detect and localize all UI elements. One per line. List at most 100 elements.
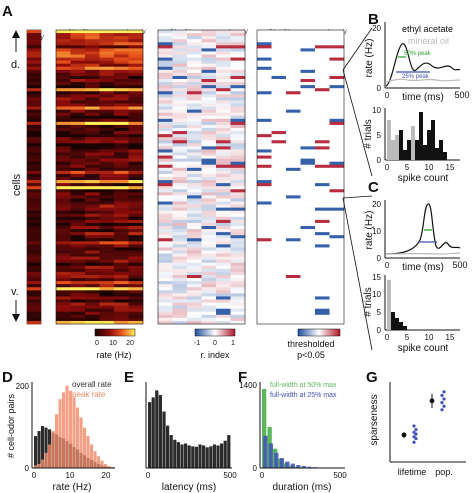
heatmap-cell <box>300 250 316 254</box>
heatmap-cell <box>216 140 231 144</box>
heatmap-cell <box>27 109 41 113</box>
heatmap-cell <box>70 320 86 325</box>
colorbar-rindex: -1 0 1 r. index <box>194 328 236 360</box>
heatmap-cell <box>114 60 129 64</box>
heatmap-cell <box>99 131 115 135</box>
heatmap-cell <box>114 91 129 95</box>
heatmap-cell <box>172 158 188 162</box>
heatmap-cell <box>128 259 144 264</box>
heatmap-cell <box>187 51 202 55</box>
heatmap-cell <box>158 103 173 107</box>
heatmap-cell <box>128 229 144 233</box>
heatmap-cell <box>216 216 231 221</box>
heatmap-cell <box>85 235 100 239</box>
heatmap-cell <box>56 238 71 242</box>
heatmap-cell <box>99 320 115 325</box>
heatmap-cell <box>216 244 231 248</box>
heatmap-cell <box>85 103 100 107</box>
heatmap-cell <box>201 299 217 303</box>
heatmap-cell <box>70 238 86 242</box>
heatmap-cell <box>300 115 316 120</box>
heatmap-cell <box>329 177 345 181</box>
heatmap-cell <box>300 158 316 162</box>
heatmap-cell <box>27 302 41 306</box>
heatmap-cell <box>300 161 316 166</box>
heatmap-cell <box>257 314 272 319</box>
heatmap-cell <box>172 229 188 233</box>
heatmap-cell <box>201 180 217 184</box>
heatmap-cell <box>27 314 41 319</box>
heatmap-cell <box>70 305 86 309</box>
heatmap-cell <box>99 146 115 150</box>
heatmap-cell <box>187 247 202 251</box>
heatmap-cell <box>271 189 287 193</box>
heatmap-cell <box>201 186 217 190</box>
heatmap-cell <box>271 177 287 181</box>
heatmap-cell <box>230 250 246 254</box>
heatmap-cell <box>158 134 173 138</box>
c-trials-ytick-5: 5 <box>377 308 382 317</box>
heatmap-cell <box>201 207 217 211</box>
heatmap-cell <box>187 226 202 230</box>
heatmap-cell <box>201 204 217 208</box>
heatmap-cell <box>216 94 231 98</box>
heatmap-cell <box>85 42 100 46</box>
heatmap-cell <box>257 39 272 43</box>
heatmap-cell <box>271 158 287 162</box>
heatmap-cell <box>85 226 100 230</box>
heatmap-cell <box>257 48 272 52</box>
heatmap-cell <box>70 137 86 141</box>
heatmap-cell <box>85 128 100 132</box>
heatmap-cell <box>187 195 202 199</box>
heatmap-cell <box>271 244 287 248</box>
heatmap-cell <box>300 278 316 282</box>
heatmap-cell <box>172 128 188 132</box>
heatmap-cell <box>27 106 41 110</box>
heatmap-cell <box>85 66 100 71</box>
heatmap-cell <box>286 317 301 322</box>
heatmap-cell <box>114 320 129 325</box>
heatmap-cell <box>329 173 345 178</box>
heatmap-cell <box>257 137 272 141</box>
heatmap-cell <box>85 161 100 166</box>
d-bar-peak <box>79 417 83 468</box>
heatmap-cell <box>128 91 144 95</box>
heatmap-cell <box>329 128 345 132</box>
heatmap-cell <box>172 39 188 43</box>
heatmap-cell <box>329 57 345 61</box>
heatmap-cell <box>27 201 41 205</box>
d-bar-peak <box>34 465 38 468</box>
heatmap-cell <box>230 290 246 294</box>
e-bar <box>209 446 213 468</box>
heatmap-cell <box>27 112 41 117</box>
heatmap-cell <box>271 219 287 224</box>
heatmap-cell <box>201 192 217 196</box>
heatmap-cell <box>230 192 246 196</box>
f-bar-fw25 <box>279 458 284 468</box>
heatmap-cell <box>56 235 71 239</box>
heatmap-cell <box>271 238 287 242</box>
heatmap-cell <box>257 131 272 135</box>
heatmap-cell <box>216 207 231 211</box>
heatmap-cell <box>70 244 86 248</box>
heatmap-cell <box>286 213 301 218</box>
heatmap-cell <box>329 253 345 257</box>
heatmap-cell <box>70 170 86 175</box>
panel-b-rate-plot: 0 20 rate (Hz) 0 500 time (ms) ethyl ace… <box>364 22 470 103</box>
heatmap-cell <box>56 314 71 319</box>
heatmap-cell <box>158 308 173 313</box>
heatmap-cell <box>56 195 71 199</box>
heatmap-cell <box>257 241 272 245</box>
heatmap-cell <box>216 296 231 300</box>
heatmap-cell <box>56 302 71 306</box>
heatmap-cell <box>315 33 330 37</box>
hist-bar <box>403 150 407 160</box>
heatmap-cell <box>216 317 231 322</box>
heatmap-cell <box>85 262 100 267</box>
heatmap-cell <box>271 97 287 101</box>
heatmap-cell <box>56 112 71 117</box>
heatmap-cell <box>230 66 246 71</box>
heatmap-cell <box>315 164 330 169</box>
f-xlabel: duration (ms) <box>273 482 332 493</box>
heatmap-cell <box>56 42 71 46</box>
